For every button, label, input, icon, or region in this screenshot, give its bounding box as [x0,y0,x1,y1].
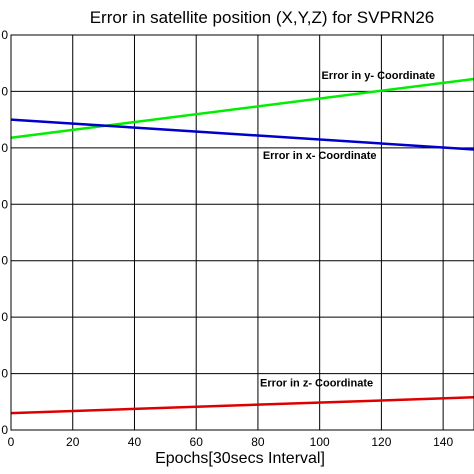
series-annotation: Error in y- Coordinate [321,70,435,82]
y-tick-label: 0 [1,84,8,98]
series-annotation: Error in x- Coordinate [263,150,377,162]
x-tick-label: 100 [310,435,330,449]
y-tick-label: 0 [1,423,8,437]
y-tick-label: 0 [1,254,8,268]
x-tick-labels: 0 20 40 60 80 100 120 140 [8,435,454,449]
y-tick-label: 0 [1,197,8,211]
y-tick-label: 0 [1,367,8,381]
chart-title: Error in satellite position (X,Y,Z) for … [90,8,435,27]
x-tick-label: 40 [128,435,142,449]
x-tick-label: 20 [66,435,80,449]
x-tick-label: 60 [190,435,204,449]
x-tick-label: 0 [8,435,15,449]
y-tick-label: 0 [1,28,8,42]
series-annotation: Error in z- Coordinate [260,378,373,390]
x-axis-label: Epochs[30secs Interval] [155,450,325,467]
series-line-y [10,77,474,139]
y-tick-labels: 0 0 0 0 0 0 0 0 [1,28,8,437]
y-tick-label: 0 [1,141,8,155]
annotations: Error in y- Coordinate Error in x- Coordi… [260,70,435,390]
series-line-z [10,396,474,415]
x-tick-label: 120 [371,435,391,449]
series-line-x [10,118,474,151]
grid [10,34,474,431]
series-lines [10,77,474,415]
x-tick-label: 80 [251,435,265,449]
plot-frame [10,34,474,431]
y-tick-label: 0 [1,310,8,324]
x-tick-label: 140 [433,435,453,449]
